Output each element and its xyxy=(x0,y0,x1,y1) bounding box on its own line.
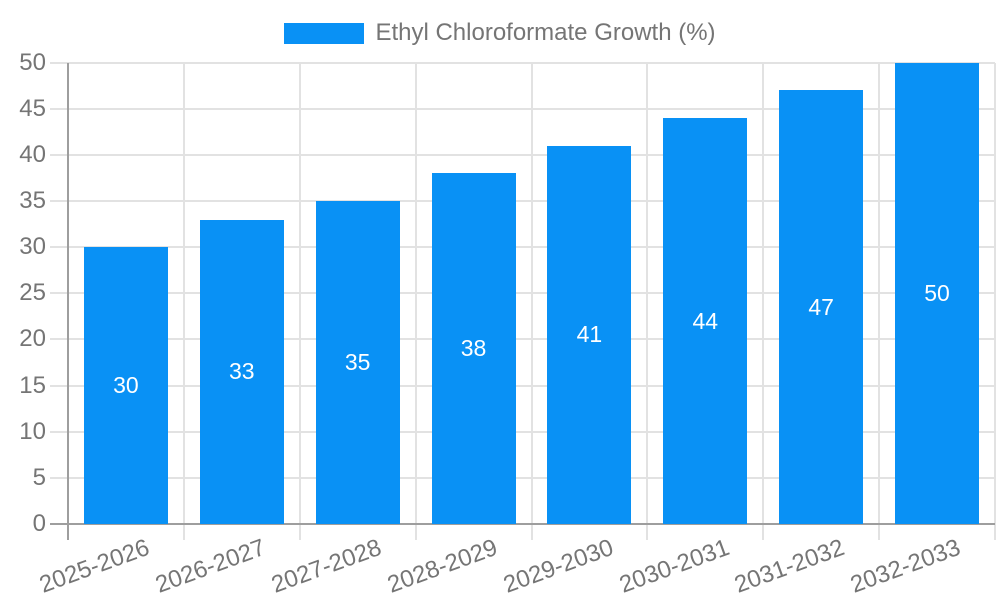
y-gridline xyxy=(50,61,995,64)
bar-value-label: 35 xyxy=(344,349,371,376)
y-gridline xyxy=(50,338,995,341)
legend-swatch[interactable] xyxy=(284,22,365,44)
y-tick-label: 5 xyxy=(32,463,46,491)
y-gridline xyxy=(50,246,995,249)
x-gridline xyxy=(762,62,765,540)
x-axis-line xyxy=(50,523,995,525)
x-tick-label: 2032-2033 xyxy=(847,534,965,599)
y-tick-label: 30 xyxy=(19,233,46,261)
bar-value-label: 50 xyxy=(924,279,950,306)
y-tick-label: 45 xyxy=(19,94,46,122)
y-gridline xyxy=(50,292,995,295)
x-tick-label: 2026-2027 xyxy=(151,534,270,599)
bar-value-label: 30 xyxy=(113,372,139,399)
x-gridline xyxy=(530,62,533,540)
x-tick-label: 2029-2030 xyxy=(499,534,617,599)
y-axis-line xyxy=(67,62,69,540)
y-tick-label: 25 xyxy=(19,279,46,307)
y-tick-label: 50 xyxy=(19,48,46,76)
x-gridline xyxy=(994,62,996,540)
bar-2025-2026[interactable]: 30 xyxy=(83,247,168,524)
bar-2030-2031[interactable]: 44 xyxy=(663,118,748,524)
bar-2028-2029[interactable]: 38 xyxy=(431,173,516,524)
y-tick-label: 0 xyxy=(32,510,46,537)
y-tick-label: 20 xyxy=(19,325,46,353)
y-gridline xyxy=(50,476,995,479)
y-tick-label: 10 xyxy=(19,417,46,445)
bar-2029-2030[interactable]: 41 xyxy=(547,145,632,524)
y-tick-label: 15 xyxy=(19,371,46,399)
bar-value-label: 44 xyxy=(692,307,719,334)
x-gridline xyxy=(878,62,881,540)
x-gridline xyxy=(298,62,301,540)
y-gridline xyxy=(50,200,995,203)
y-gridline xyxy=(50,153,995,156)
x-tick-label: 2025-2026 xyxy=(36,534,154,599)
bar-2026-2027[interactable]: 33 xyxy=(199,219,284,524)
x-gridline xyxy=(414,62,417,540)
x-gridline xyxy=(182,62,185,540)
legend-label[interactable]: Ethyl Chloroformate Growth (%) xyxy=(375,19,716,46)
y-gridline xyxy=(50,384,995,387)
bar-value-label: 41 xyxy=(576,321,603,348)
y-tick-label: 40 xyxy=(19,140,46,168)
bar-value-label: 38 xyxy=(460,335,487,362)
bar-2032-2033[interactable]: 50 xyxy=(895,62,980,524)
x-tick-label: 2027-2028 xyxy=(267,534,385,599)
x-tick-label: 2030-2031 xyxy=(615,534,733,599)
y-tick-label: 35 xyxy=(19,187,46,215)
bar-value-label: 47 xyxy=(808,293,834,320)
legend: Ethyl Chloroformate Growth (%) xyxy=(0,19,1000,46)
bar-2027-2028[interactable]: 35 xyxy=(315,201,400,524)
bar-2031-2032[interactable]: 47 xyxy=(779,90,864,524)
x-tick-label: 2031-2032 xyxy=(731,534,849,599)
bar-value-label: 33 xyxy=(229,358,255,385)
y-gridline xyxy=(50,107,995,110)
x-gridline xyxy=(646,62,649,540)
x-tick-label: 2028-2029 xyxy=(383,534,501,599)
y-gridline xyxy=(50,430,995,433)
